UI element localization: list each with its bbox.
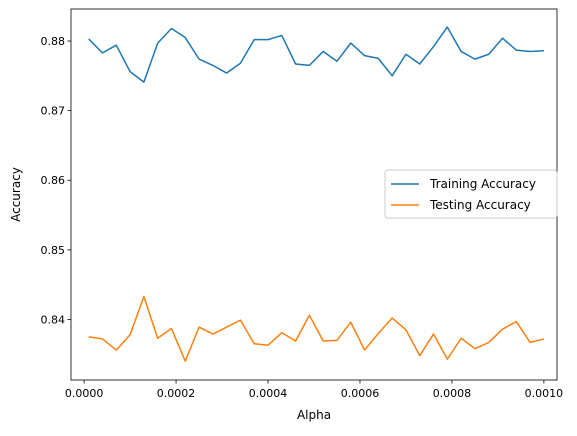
series-line-2 [88,295,545,362]
x-tick-label: 0.0002 [157,387,196,400]
legend-box [384,169,558,219]
y-tick-label: 0.87 [41,105,66,118]
x-tick-label: 0.0006 [341,387,380,400]
y-tick-label: 0.84 [41,313,66,326]
x-tick-label: 0.0004 [249,387,288,400]
x-tick-label: 0.0000 [65,387,104,400]
y-axis-label: Accuracy [9,167,23,222]
legend-label-1: Training Accuracy [429,177,536,191]
x-tick-label: 0.0008 [433,387,472,400]
x-tick-label: 0.0010 [525,387,564,400]
y-tick-label: 0.86 [41,174,66,187]
legend-label-2: Testing Accuracy [429,198,531,212]
legend: Training Accuracy Testing Accuracy [384,169,558,219]
series-line-1 [88,26,544,83]
x-axis: 0.0000 0.0002 0.0004 0.0006 0.0008 0.0010 [65,380,563,400]
plot-lines [88,26,545,362]
x-axis-label: Alpha [297,408,331,422]
y-tick-label: 0.85 [41,244,66,257]
y-axis: 0.84 0.85 0.86 0.87 0.88 [41,35,71,326]
y-tick-label: 0.88 [41,35,66,48]
